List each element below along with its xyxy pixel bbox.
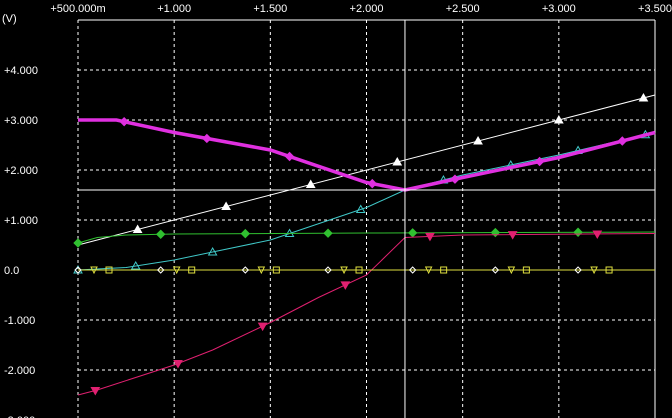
y-tick-label: 0.0 [4, 265, 19, 277]
series-marker [241, 266, 250, 274]
series-marker [638, 92, 649, 102]
y-axis-label: (V) [2, 13, 17, 25]
series-marker [207, 246, 218, 256]
series-2 [78, 116, 656, 192]
series-marker [202, 133, 212, 144]
series-line [77, 233, 656, 396]
series-marker [105, 266, 113, 274]
x-tick-label: +3.500 [638, 3, 672, 15]
y-tick-label: +3.000 [4, 115, 38, 127]
x-tick-label: +2.000 [350, 3, 384, 15]
y-tick-label: -3.000 [4, 415, 35, 418]
series-4 [77, 230, 656, 396]
series-marker [305, 179, 316, 188]
cursor[interactable] [78, 20, 655, 418]
series-marker [507, 266, 516, 275]
series-marker [156, 266, 165, 274]
series-marker [340, 281, 351, 290]
series-marker [424, 266, 433, 275]
x-tick-label: +3.000 [542, 3, 576, 15]
series-marker [284, 151, 295, 162]
series-marker [367, 178, 377, 189]
series-marker [534, 156, 545, 167]
series-3 [73, 227, 656, 248]
x-tick-label: +500.000m [50, 3, 105, 15]
series-marker [617, 136, 628, 146]
x-tick-label: +1.000 [157, 3, 191, 15]
series-marker [132, 224, 143, 233]
series-marker [340, 266, 348, 275]
series-marker [473, 135, 483, 145]
series-marker [491, 266, 500, 274]
series-marker [355, 204, 366, 213]
series-marker [574, 266, 582, 274]
series-marker [74, 266, 82, 274]
series-line [78, 118, 656, 192]
series-marker [490, 227, 501, 238]
series-marker [173, 360, 183, 369]
series-marker [573, 227, 583, 237]
series-marker [407, 228, 418, 238]
series-marker [188, 266, 196, 274]
grid [77, 19, 656, 418]
series-marker [172, 266, 181, 275]
x-tick-label: +2.500 [446, 3, 480, 15]
series-0 [77, 92, 656, 246]
series-layer [73, 92, 656, 396]
series-1 [73, 129, 656, 274]
series-marker [553, 114, 564, 124]
series-marker [408, 266, 417, 274]
series-marker [323, 228, 333, 238]
series-marker [257, 322, 268, 332]
y-tick-label: -2.000 [4, 365, 35, 377]
y-tick-label: +4.000 [4, 65, 38, 77]
y-tick-labels: +4.000 +3.000 +2.000 +1.000 0.0 -1.000 -2.000 -… [4, 65, 38, 418]
series-marker [522, 266, 530, 274]
series-marker [130, 260, 141, 270]
series-marker [450, 174, 460, 184]
series-marker [590, 266, 598, 275]
series-marker [425, 232, 435, 242]
series-5 [74, 266, 655, 275]
series-marker [355, 266, 363, 274]
series-marker [119, 116, 129, 127]
series-marker [592, 230, 603, 239]
series-marker [507, 231, 518, 240]
series-marker [324, 266, 332, 274]
series-marker [221, 201, 231, 210]
x-tick-labels: +500.000m +1.000 +1.500 +2.000 +2.500 +3.000 +… [50, 3, 672, 15]
series-marker [155, 229, 166, 239]
y-tick-label: +1.000 [4, 215, 38, 227]
series-marker [605, 266, 613, 274]
series-marker [90, 266, 98, 275]
y-tick-label: +2.000 [4, 165, 38, 177]
series-marker [440, 266, 448, 274]
series-marker [240, 228, 251, 239]
series-marker [73, 238, 83, 248]
series-line [77, 132, 656, 271]
x-tick-label: +1.500 [253, 3, 287, 15]
series-marker [257, 266, 266, 275]
y-tick-label: -1.000 [4, 315, 35, 327]
series-marker [272, 266, 280, 274]
series-marker [392, 156, 403, 166]
series-marker [90, 387, 101, 396]
